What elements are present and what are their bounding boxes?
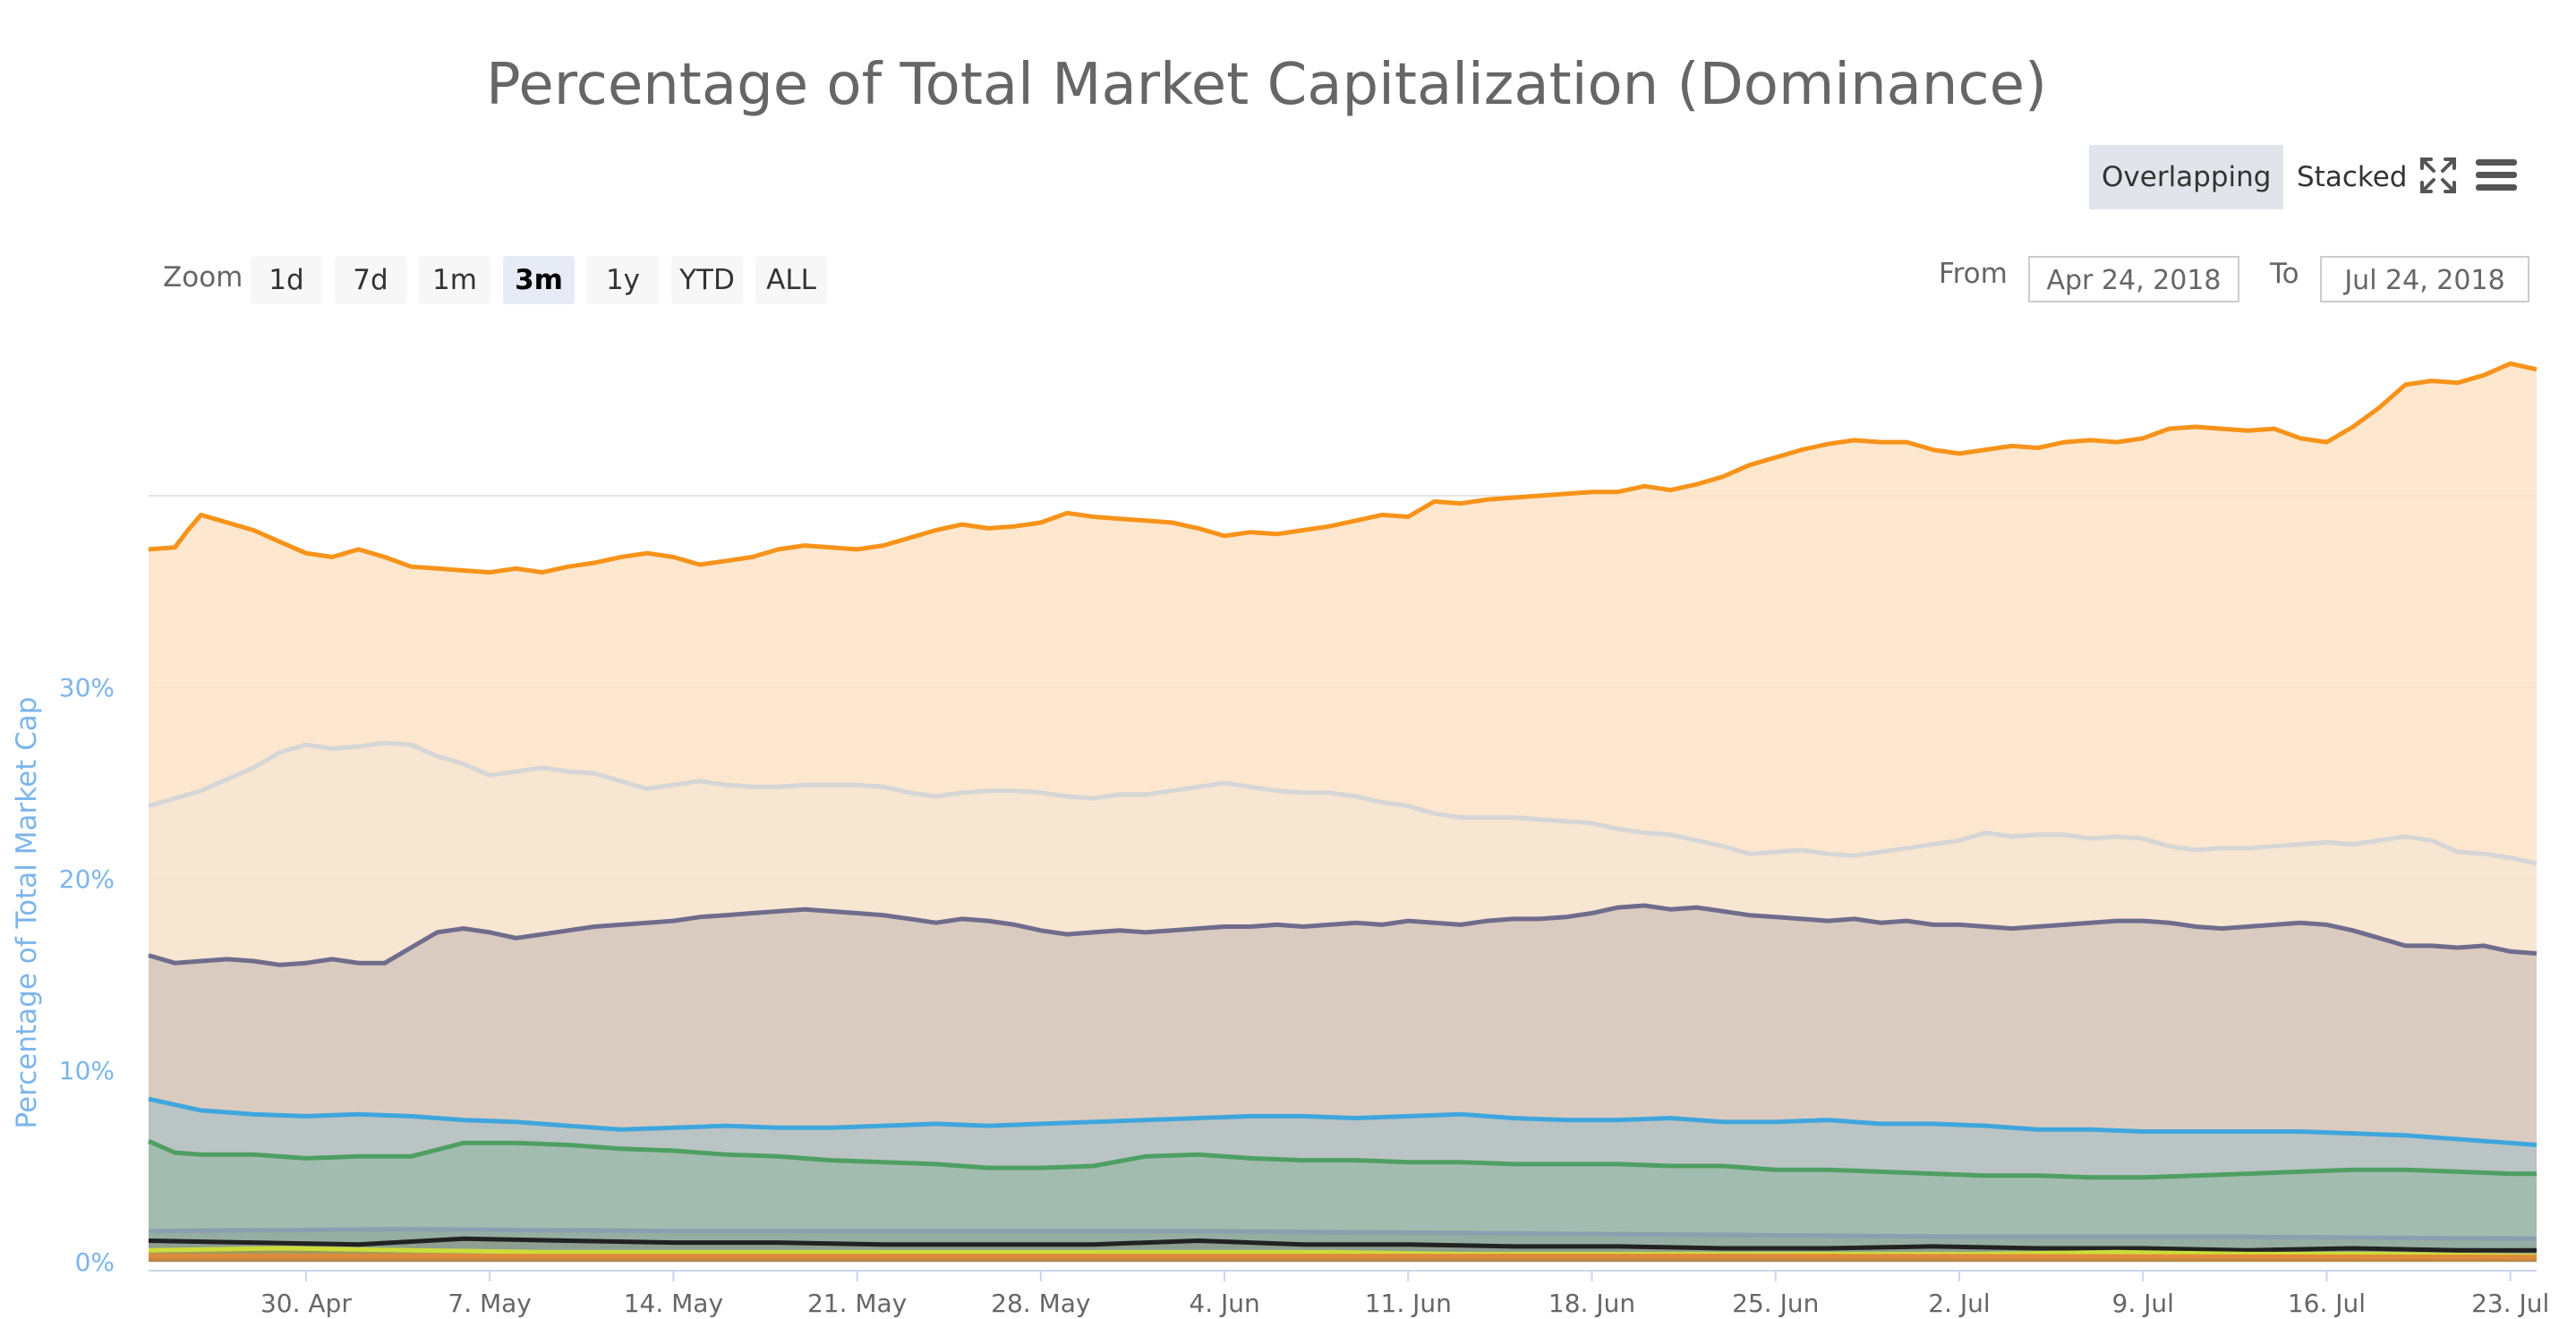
series-line-5 xyxy=(147,1138,2537,1180)
stacked-button[interactable]: Stacked xyxy=(2297,161,2408,193)
series-line-2 xyxy=(148,740,2538,866)
x-tick-label: 11. Jun xyxy=(1365,1289,1452,1318)
from-label: From xyxy=(1939,258,2008,290)
series-line-7 xyxy=(148,1236,2537,1253)
zoom-button-7d[interactable]: 7d xyxy=(335,256,406,304)
series-line-3 xyxy=(148,903,2538,967)
x-tick-label: 14. May xyxy=(624,1289,723,1318)
x-tick-label: 16. Jul xyxy=(2288,1289,2366,1318)
zoom-button-1m[interactable]: 1m xyxy=(419,256,490,304)
x-tick-label: 23. Jul xyxy=(2471,1289,2549,1318)
to-label: To xyxy=(2270,258,2299,290)
y-tick-label: 20% xyxy=(59,864,115,894)
series-line-9 xyxy=(149,1254,2538,1260)
series-line-8 xyxy=(148,1246,2538,1259)
series-line-1 xyxy=(148,361,2538,575)
x-tick-label: 30. Apr xyxy=(260,1289,352,1318)
series-line-4 xyxy=(148,1096,2538,1147)
x-tick-label: 21. May xyxy=(807,1289,907,1318)
zoom-button-ytd[interactable]: YTD xyxy=(671,256,743,304)
x-tick-label: 4. Jun xyxy=(1189,1289,1259,1318)
x-tick-label: 18. Jun xyxy=(1548,1289,1635,1318)
series-line-6 xyxy=(148,1227,2538,1241)
overlapping-button[interactable]: Overlapping xyxy=(2089,145,2284,209)
zoom-button-all[interactable]: ALL xyxy=(755,256,827,304)
menu-icon[interactable] xyxy=(2474,156,2519,195)
zoom-button-1y[interactable]: 1y xyxy=(587,256,659,304)
y-tick-label: 30% xyxy=(59,673,115,702)
y-tick-label: 10% xyxy=(59,1056,115,1085)
x-tick-label: 28. May xyxy=(991,1289,1090,1318)
to-date-input[interactable]: Jul 24, 2018 xyxy=(2320,256,2529,302)
zoom-button-1d[interactable]: 1d xyxy=(251,256,322,304)
chart-title: Percentage of Total Market Capitalizatio… xyxy=(486,52,2047,118)
x-tick-label: 25. Jun xyxy=(1732,1289,1819,1318)
x-tick-label: 2. Jul xyxy=(1928,1289,1990,1318)
x-tick-label: 7. May xyxy=(448,1289,532,1318)
x-tick-label: 9. Jul xyxy=(2112,1289,2174,1318)
fullscreen-icon[interactable] xyxy=(2418,156,2458,195)
from-date-input[interactable]: Apr 24, 2018 xyxy=(2028,256,2239,302)
zoom-label: Zoom xyxy=(163,261,243,294)
y-tick-label: 0% xyxy=(75,1247,115,1277)
zoom-button-3m[interactable]: 3m xyxy=(503,256,575,304)
